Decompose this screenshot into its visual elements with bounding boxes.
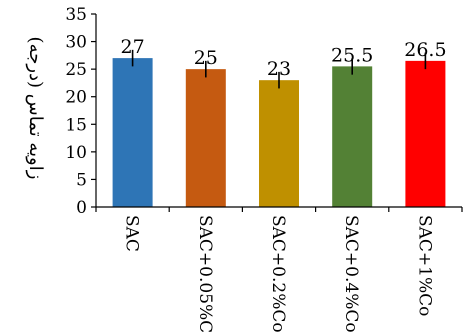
y-tick-label-15: 15: [65, 115, 87, 135]
y-tick-label-30: 30: [65, 33, 87, 53]
x-tick-label-3: SAC+0.2%Co: [268, 215, 288, 332]
bar-5: [405, 60, 446, 207]
data-label-2: 25: [194, 47, 218, 69]
data-label-1: 27: [121, 36, 145, 58]
y-axis-label: زاویه تماس (درجه): [25, 37, 46, 180]
y-tick-label-25: 25: [65, 60, 87, 80]
y-tick-label-35: 35: [65, 5, 87, 25]
x-tick-label-5: SAC+1%Co: [414, 215, 434, 316]
y-tick-label-10: 10: [65, 143, 87, 163]
y-tick-label-20: 20: [65, 88, 87, 108]
bar-4: [332, 66, 373, 207]
x-tick-label-4: SAC+0.4%Co: [341, 215, 361, 332]
y-tick-label-0: 0: [76, 198, 87, 218]
plot-area: 27 25 23 25.5 26.5 0 5 10 15 20 25 30 35 SAC SAC+0.05%…: [65, 5, 463, 336]
data-label-4: 25.5: [331, 44, 373, 66]
bar-3: [259, 80, 299, 207]
y-axis-label-group: زاویه تماس (درجه): [25, 37, 46, 180]
bar-1: [112, 58, 153, 207]
x-tick-label-1: SAC: [122, 215, 142, 252]
data-label-3: 23: [267, 58, 291, 80]
x-tick-label-2: SAC+0.05%Co: [195, 215, 215, 332]
data-label-5: 26.5: [404, 39, 446, 61]
y-tick-label-5: 5: [76, 170, 87, 190]
bar-2: [185, 69, 226, 208]
